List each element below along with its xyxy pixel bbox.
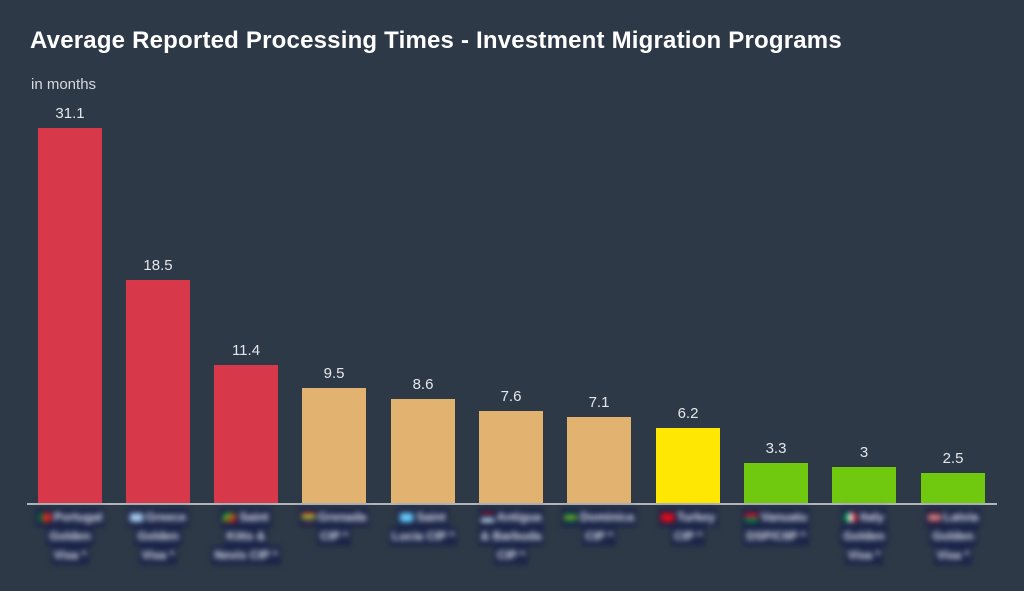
chart-subtitle: in months	[31, 76, 97, 93]
x-axis-label-line: CIP *	[671, 527, 705, 546]
x-axis-label: Saint Kitts & Nevis CIP *	[195, 508, 297, 565]
x-axis-label-line: Kitts &	[223, 527, 269, 546]
grenada-flag-icon	[301, 513, 315, 522]
bar	[214, 365, 278, 503]
bar-value-label: 18.5	[143, 257, 173, 274]
saint-lucia-flag-icon	[400, 513, 414, 522]
bar-value-label: 3	[859, 444, 869, 461]
x-axis-label-line: Greece	[126, 508, 190, 527]
x-axis-label-line: Golden	[840, 527, 888, 546]
bar	[656, 428, 720, 503]
bar	[302, 388, 366, 503]
x-axis-label-line: & Barbuda	[477, 527, 545, 546]
x-axis-label-line: Portugal	[34, 508, 106, 527]
bar	[479, 411, 543, 503]
vanuatu-flag-icon	[744, 513, 758, 522]
x-axis-label-line: CIP *	[582, 527, 616, 546]
bar	[567, 417, 631, 503]
latvia-flag-icon	[927, 513, 941, 522]
bar-value-label: 6.2	[677, 405, 699, 422]
x-axis-label: Vanuatu DSP/CIIP *	[725, 508, 827, 546]
x-axis-label-line: Vanuatu	[741, 508, 811, 527]
x-axis-label-line: Grenada	[298, 508, 370, 527]
bar-value-label: 11.4	[231, 342, 261, 359]
bar-value-label: 9.5	[323, 365, 345, 382]
x-axis-label: Turkey CIP *	[637, 508, 739, 546]
x-axis-label-line: Antigua	[477, 508, 545, 527]
bar-value-label: 7.1	[588, 394, 610, 411]
x-axis-label-line: Visa *	[138, 546, 178, 565]
bar	[744, 463, 808, 503]
bar	[391, 399, 455, 503]
x-axis-label-line: Saint	[220, 508, 272, 527]
x-axis-label-line: Golden	[46, 527, 94, 546]
x-axis-label-line: Turkey	[657, 508, 719, 527]
x-axis-label: Portugal Golden Visa *	[19, 508, 121, 565]
x-axis-label-line: Lucia CIP *	[388, 527, 458, 546]
bar-value-label: 2.5	[942, 450, 964, 467]
bar	[126, 280, 190, 503]
bar	[38, 128, 102, 503]
x-axis-label-line: CIP *	[317, 527, 351, 546]
portugal-flag-icon	[37, 513, 51, 522]
x-axis-label: Greece Golden Visa *	[107, 508, 209, 565]
antigua-barbuda-flag-icon	[480, 513, 494, 522]
x-axis-label-line: Golden	[929, 527, 977, 546]
bar-value-label: 31.1	[55, 105, 85, 122]
x-axis-label: Dominica CIP *	[548, 508, 650, 546]
x-axis-label-line: Golden	[134, 527, 182, 546]
x-axis-label-line: Italy	[840, 508, 887, 527]
italy-flag-icon	[843, 513, 857, 522]
x-axis-label-line: CIP *	[494, 546, 528, 565]
x-axis-label: Antigua & Barbuda CIP *	[460, 508, 562, 565]
bar-value-label: 3.3	[765, 440, 787, 457]
x-axis-label: Latvia Golden Visa *	[902, 508, 1004, 565]
x-axis-label-line: Saint	[397, 508, 449, 527]
x-axis-line	[27, 503, 997, 505]
chart-title: Average Reported Processing Times - Inve…	[30, 27, 842, 54]
x-axis-label-line: Visa *	[844, 546, 884, 565]
x-axis-label: Grenada CIP *	[283, 508, 385, 546]
x-axis-label-line: Visa *	[50, 546, 90, 565]
turkey-flag-icon	[660, 513, 674, 522]
bar	[832, 467, 896, 503]
x-axis-label-line: Nevis CIP *	[211, 546, 281, 565]
bar-value-label: 7.6	[500, 388, 522, 405]
bar	[921, 473, 985, 503]
x-axis-label: Italy Golden Visa *	[813, 508, 915, 565]
greece-flag-icon	[129, 513, 143, 522]
x-axis-label-line: Latvia	[924, 508, 982, 527]
x-axis-label-line: Dominica	[560, 508, 637, 527]
dominica-flag-icon	[563, 513, 577, 522]
saint-kitts-nevis-flag-icon	[223, 513, 237, 522]
x-axis-label-line: DSP/CIIP *	[743, 527, 809, 546]
bar-value-label: 8.6	[412, 376, 434, 393]
x-axis-label-line: Visa *	[933, 546, 973, 565]
x-axis-label: Saint Lucia CIP *	[372, 508, 474, 546]
